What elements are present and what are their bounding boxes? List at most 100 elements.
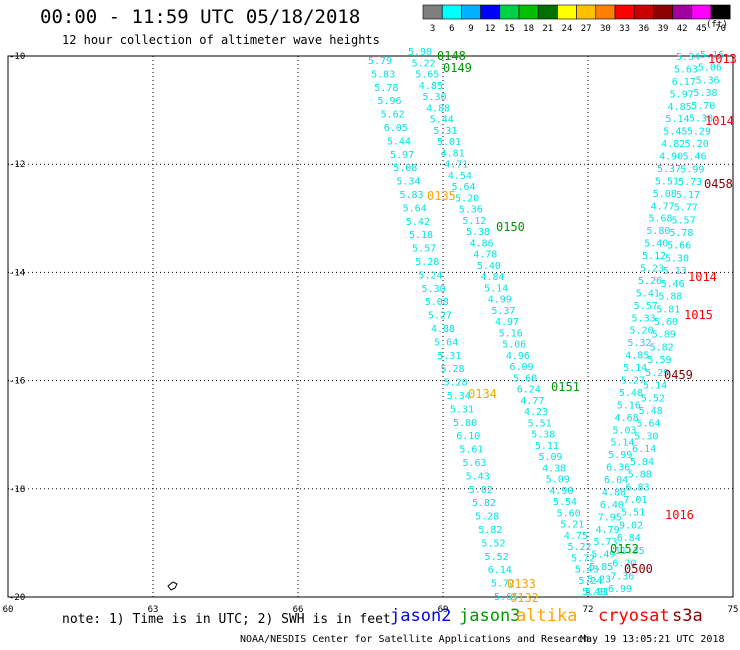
legend-swatch (710, 4, 731, 20)
legend-swatch-label: 6 (449, 24, 454, 34)
swh-value: 5.63 (463, 458, 487, 469)
legend-swatch-label: 42 (677, 24, 688, 34)
swh-value: 4.99 (488, 295, 512, 306)
swh-value: 5.33 (632, 313, 656, 324)
swh-value: 5.31 (433, 126, 457, 137)
swh-value: 5.18 (409, 230, 433, 241)
legend-jason2: jason2 (390, 606, 452, 626)
swh-value: 6.36 (606, 463, 630, 474)
swh-value: 5.82 (472, 498, 496, 509)
legend-swatch-label: 24 (562, 24, 573, 34)
x-tick-label: 75 (728, 605, 739, 615)
swh-value: 6.04 (604, 475, 628, 486)
swh-value: 5.08 (653, 189, 677, 200)
footnote: note: 1) Time is in UTC; 2) SWH is in fe… (62, 612, 391, 627)
swh-value: 5.03 (613, 425, 637, 436)
legend-swatch (633, 4, 654, 20)
pass-time-label: 0133 (507, 577, 536, 591)
y-tick-label: -18 (9, 485, 25, 495)
swh-value: 5.36 (459, 205, 483, 216)
legend-swatch (672, 4, 693, 20)
swh-value: 4.82 (661, 139, 685, 150)
swh-value: 5.28 (475, 512, 499, 523)
swh-value: 5.31 (437, 351, 461, 362)
swh-value: 5.82 (478, 525, 502, 536)
swh-value: 5.48 (619, 388, 643, 399)
swh-value: 5.60 (654, 317, 678, 328)
swh-value: 5.66 (667, 241, 691, 252)
legend-swatch (691, 4, 712, 20)
swh-value: 5.43 (466, 471, 490, 482)
swh-value: 5.34 (447, 391, 471, 402)
swh-value: 5.51 (655, 176, 679, 187)
swh-value: 5.29 (645, 368, 669, 379)
swh-value: 6.14 (632, 444, 656, 455)
swh-value: 5.11 (535, 441, 559, 452)
legend-swatch-label: 9 (468, 24, 473, 34)
swh-value: 5.08 (393, 163, 417, 174)
x-tick-label: 69 (438, 605, 449, 615)
pass-time-label: 0458 (704, 177, 733, 191)
swh-value: 5.73 (678, 177, 702, 188)
x-tick-label: 66 (293, 605, 304, 615)
swh-value: 5.64 (452, 182, 476, 193)
swh-value: 4.97 (495, 317, 519, 328)
swh-value: 5.88 (658, 292, 682, 303)
swh-value: 5.12 (642, 251, 666, 262)
swh-value: 6.99 (608, 584, 632, 595)
pass-time-label: 0135 (427, 189, 456, 203)
swh-value: 5.01 (437, 137, 461, 148)
legend-jason3: jason3 (459, 606, 521, 626)
swh-value: 5.48 (639, 406, 663, 417)
swh-value: 5.80 (646, 226, 670, 237)
map-grid (8, 56, 733, 597)
legend-swatch (653, 4, 673, 20)
swh-value: 4.77 (520, 396, 544, 407)
swh-value: 5.88 (628, 470, 652, 481)
swh-value: 5.42 (406, 217, 430, 228)
map-title: 00:00 - 11:59 UTC 05/18/2018 (40, 6, 361, 28)
swh-value: 5.73 (593, 537, 617, 548)
swh-value: 5.22 (568, 542, 592, 553)
swh-value: 5.44 (387, 136, 411, 147)
swh-value: 4.23 (524, 407, 548, 418)
swh-value: 5.62 (381, 110, 405, 121)
swh-value: 6.83 (626, 482, 650, 493)
map-frame (7, 55, 734, 598)
swh-value: 4.84 (481, 272, 505, 283)
swh-value: 5.32 (627, 338, 651, 349)
pass-time-label: 1013 (708, 52, 737, 66)
swh-value: 5.41 (636, 288, 660, 299)
swh-value: 5.51 (528, 418, 552, 429)
swh-value: 5.09 (546, 475, 570, 486)
swh-value: 5.78 (669, 228, 693, 239)
y-tick-label: -16 (9, 377, 25, 387)
swh-value: 5.45 (663, 127, 687, 138)
swh-value: 5.20 (455, 193, 479, 204)
map-subtitle: 12 hour collection of altimeter wave hei… (62, 33, 380, 47)
swh-value: 5.06 (698, 63, 722, 74)
x-tick-label: 60 (3, 605, 14, 615)
swh-value: 5.89 (652, 330, 676, 341)
swh-value: 5.99 (680, 164, 704, 175)
credit-line: NOAA/NESDIS Center for Satellite Applica… (240, 634, 590, 645)
swh-value: 5.37 (491, 306, 515, 317)
legend-swatch (441, 4, 462, 20)
legend-swatch (422, 4, 443, 20)
swh-value: 5.09 (539, 452, 563, 463)
swh-value: 5.08 (425, 297, 449, 308)
swh-value: 4.85 (668, 102, 692, 113)
legend-swatch-label: 18 (523, 24, 534, 34)
swh-value: 5.46 (661, 279, 685, 290)
swh-value: 6.10 (456, 431, 480, 442)
swh-value: 5.24 (418, 270, 442, 281)
swh-value: 5.52 (481, 538, 505, 549)
swh-value: 5.85 (589, 562, 613, 573)
axis-tick-labels: 60 63 66 69 72 75 -10 -12 -14 -16 -18 -20 (3, 52, 739, 615)
legend-swatch-label: 12 (485, 24, 496, 34)
swh-value: 4.68 (615, 413, 639, 424)
swh-value: 4.81 (441, 148, 465, 159)
legend-swatch-label: 3 (430, 24, 435, 34)
swh-value: 5.14 (623, 363, 647, 374)
